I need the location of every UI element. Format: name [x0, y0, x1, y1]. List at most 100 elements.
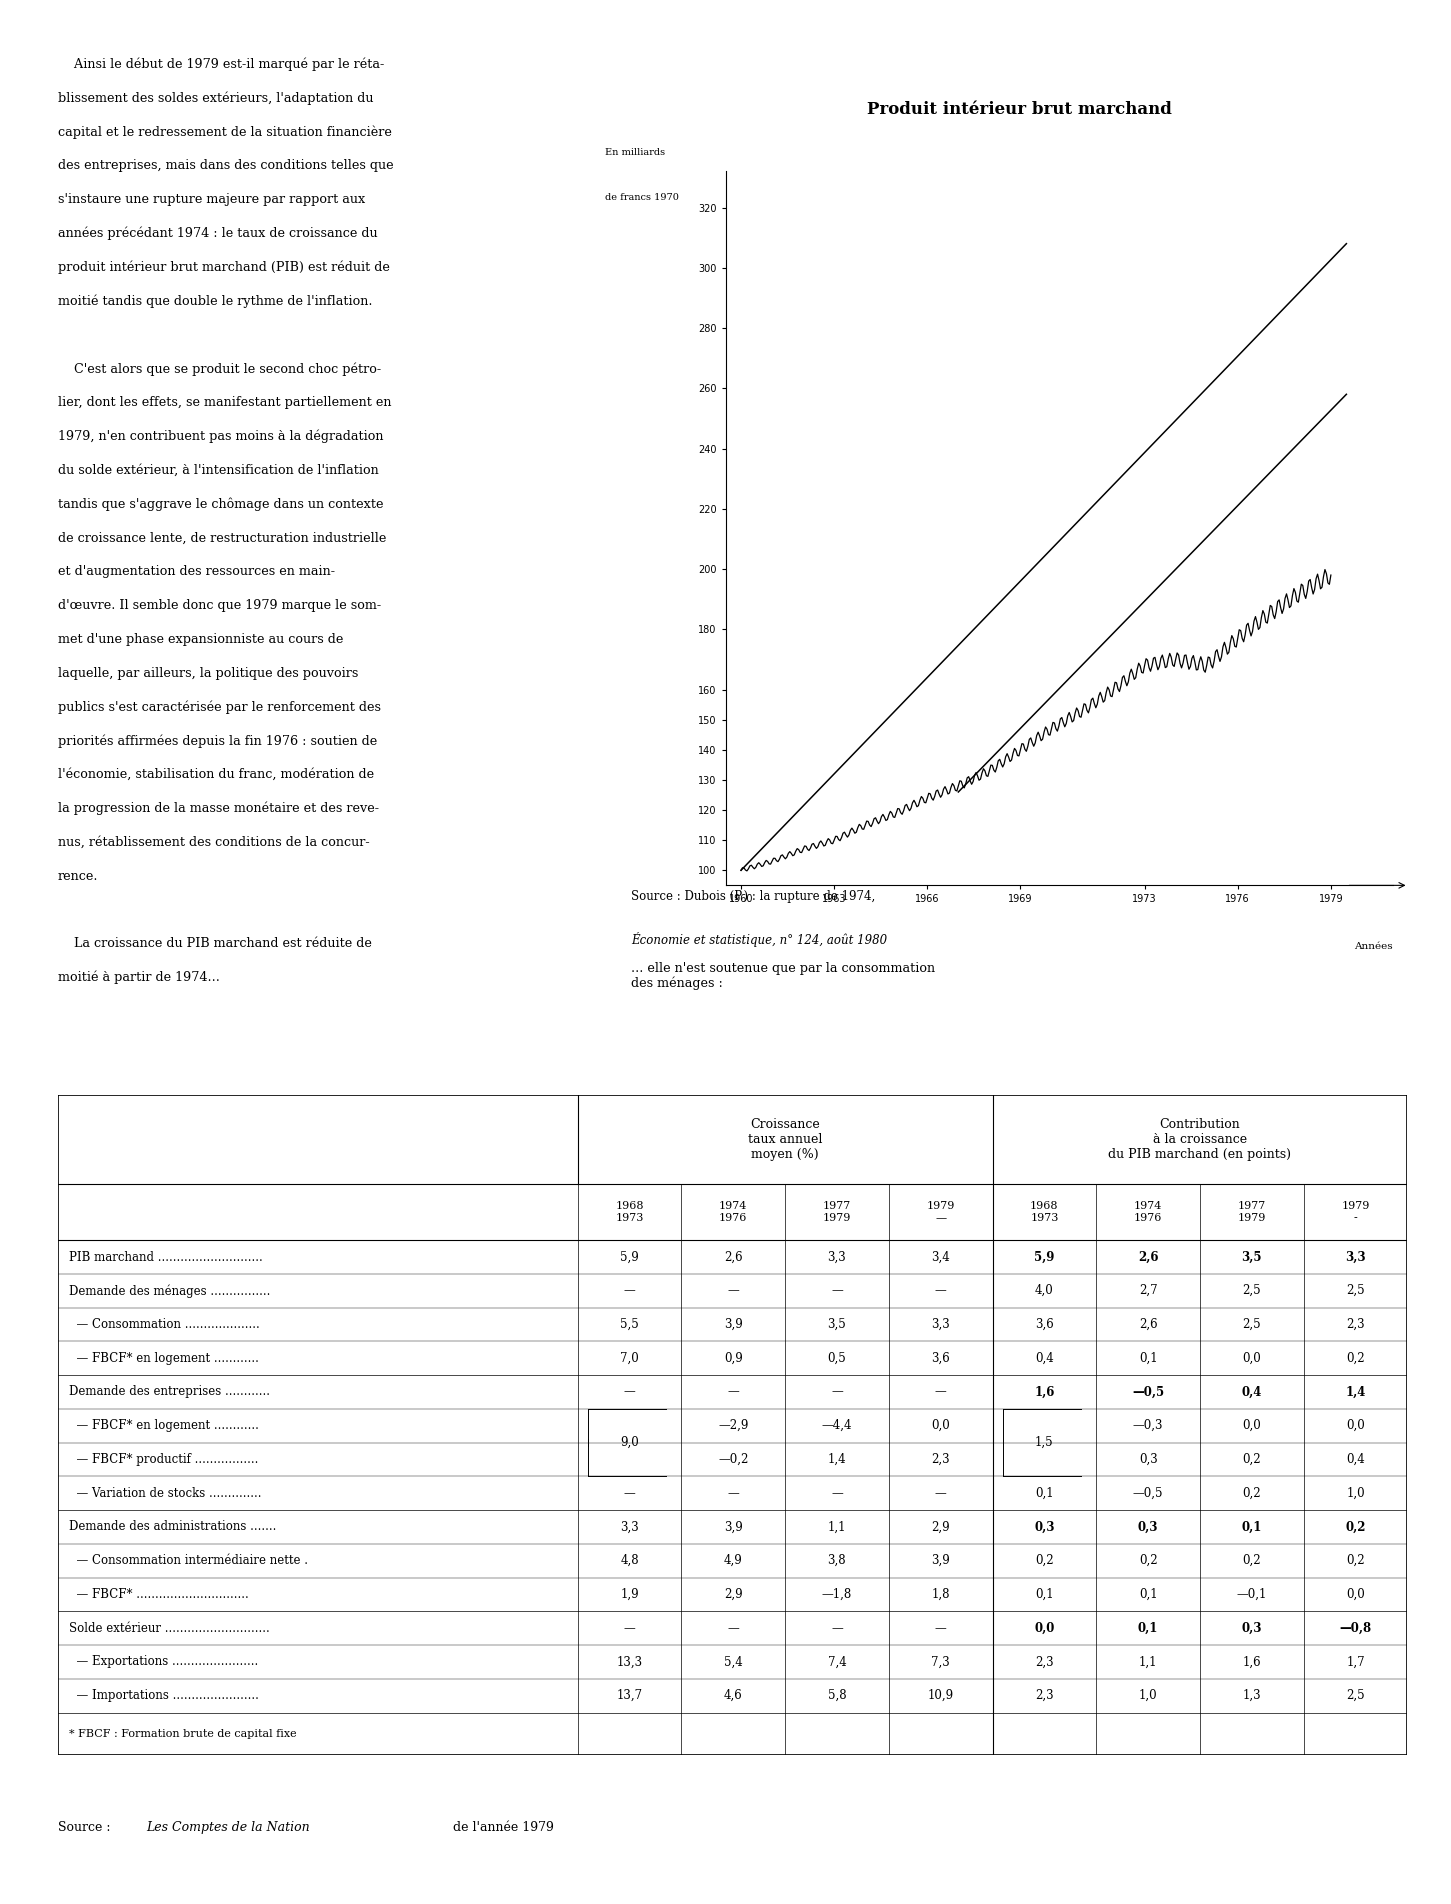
Text: capital et le redressement de la situation financière: capital et le redressement de la situati… — [58, 126, 392, 139]
Text: 2,5: 2,5 — [1242, 1318, 1261, 1331]
Text: Contribution
à la croissance
du PIB marchand (en points): Contribution à la croissance du PIB marc… — [1109, 1118, 1291, 1161]
Text: 2,6: 2,6 — [1139, 1318, 1158, 1331]
Text: —: — — [727, 1285, 739, 1297]
Text: — Consommation intermédiaire nette .: — Consommation intermédiaire nette . — [68, 1554, 308, 1567]
Text: —1,8: —1,8 — [821, 1588, 852, 1601]
Text: Solde extérieur ............................: Solde extérieur ........................… — [68, 1622, 270, 1636]
Text: de l'année 1979: de l'année 1979 — [450, 1822, 554, 1834]
Text: 3,4: 3,4 — [932, 1251, 950, 1264]
Text: —: — — [934, 1622, 946, 1636]
Text: —0,5: —0,5 — [1132, 1386, 1164, 1399]
Text: 4,8: 4,8 — [620, 1554, 638, 1567]
Text: publics s'est caractérisée par le renforcement des: publics s'est caractérisée par le renfor… — [58, 701, 382, 714]
Text: 1,0: 1,0 — [1139, 1689, 1158, 1702]
Text: Années: Années — [1354, 942, 1393, 952]
Text: et d'augmentation des ressources en main-: et d'augmentation des ressources en main… — [58, 565, 335, 579]
Text: 0,3: 0,3 — [1035, 1521, 1055, 1533]
Text: 1,6: 1,6 — [1242, 1655, 1261, 1668]
Text: —0,2: —0,2 — [718, 1453, 749, 1466]
Text: — Exportations .......................: — Exportations ....................... — [68, 1655, 258, 1668]
Text: 0,2: 0,2 — [1347, 1352, 1365, 1365]
Text: 4,0: 4,0 — [1035, 1285, 1053, 1297]
Text: —0,8: —0,8 — [1339, 1622, 1371, 1636]
Text: Les Comptes de la Nation: Les Comptes de la Nation — [145, 1822, 309, 1834]
Text: 3,9: 3,9 — [724, 1521, 743, 1533]
Text: En milliards: En milliards — [605, 149, 666, 158]
Text: 13,3: 13,3 — [617, 1655, 643, 1668]
Text: 1977
1979: 1977 1979 — [823, 1201, 852, 1222]
Text: 2,3: 2,3 — [932, 1453, 950, 1466]
Text: blissement des soldes extérieurs, l'adaptation du: blissement des soldes extérieurs, l'adap… — [58, 91, 373, 105]
Text: 0,5: 0,5 — [827, 1352, 846, 1365]
Text: 2,3: 2,3 — [1035, 1689, 1053, 1702]
Text: —: — — [624, 1622, 636, 1636]
Text: 0,2: 0,2 — [1242, 1554, 1261, 1567]
Text: 4,9: 4,9 — [724, 1554, 743, 1567]
Text: 0,1: 0,1 — [1139, 1352, 1158, 1365]
Text: Produit intérieur brut marchand: Produit intérieur brut marchand — [866, 101, 1172, 118]
Text: 0,0: 0,0 — [1242, 1352, 1261, 1365]
Text: 0,2: 0,2 — [1139, 1554, 1158, 1567]
Text: 0,0: 0,0 — [1347, 1588, 1365, 1601]
Text: 0,2: 0,2 — [1242, 1487, 1261, 1500]
Text: —: — — [624, 1285, 636, 1297]
Text: Économie et statistique, n° 124, août 1980: Économie et statistique, n° 124, août 19… — [631, 933, 888, 948]
Text: —: — — [727, 1622, 739, 1636]
Text: d'œuvre. Il semble donc que 1979 marque le som-: d'œuvre. Il semble donc que 1979 marque … — [58, 600, 382, 611]
Text: * FBCF : Formation brute de capital fixe: * FBCF : Formation brute de capital fixe — [68, 1729, 296, 1738]
Text: 3,5: 3,5 — [1242, 1251, 1262, 1264]
Text: —: — — [831, 1622, 843, 1636]
Text: 0,0: 0,0 — [1242, 1418, 1261, 1432]
Text: PIB marchand ............................: PIB marchand ...........................… — [68, 1251, 263, 1264]
Text: 1,8: 1,8 — [932, 1588, 950, 1601]
Text: 1979
—: 1979 — — [927, 1201, 955, 1222]
Text: 0,1: 0,1 — [1035, 1487, 1053, 1500]
Text: 3,6: 3,6 — [932, 1352, 950, 1365]
Text: 3,3: 3,3 — [932, 1318, 950, 1331]
Text: Demande des administrations .......: Demande des administrations ....... — [68, 1521, 276, 1533]
Text: 1968
1973: 1968 1973 — [615, 1201, 644, 1222]
Text: —: — — [831, 1487, 843, 1500]
Text: 0,0: 0,0 — [932, 1418, 950, 1432]
Text: 13,7: 13,7 — [617, 1689, 643, 1702]
Text: 1,4: 1,4 — [1345, 1386, 1365, 1399]
Text: —: — — [624, 1487, 636, 1500]
Text: 2,3: 2,3 — [1035, 1655, 1053, 1668]
Text: 3,9: 3,9 — [724, 1318, 743, 1331]
Text: — FBCF* productif .................: — FBCF* productif ................. — [68, 1453, 258, 1466]
Text: 2,5: 2,5 — [1347, 1689, 1365, 1702]
Text: 3,5: 3,5 — [827, 1318, 846, 1331]
Text: —: — — [831, 1386, 843, 1399]
Text: 0,2: 0,2 — [1242, 1453, 1261, 1466]
Text: — Variation de stocks ..............: — Variation de stocks .............. — [68, 1487, 261, 1500]
Text: 0,0: 0,0 — [1035, 1622, 1055, 1636]
Text: — Importations .......................: — Importations ....................... — [68, 1689, 258, 1702]
Text: l'économie, stabilisation du franc, modération de: l'économie, stabilisation du franc, modé… — [58, 767, 374, 781]
Text: 2,5: 2,5 — [1242, 1285, 1261, 1297]
Text: met d'une phase expansionniste au cours de: met d'une phase expansionniste au cours … — [58, 632, 344, 645]
Text: 1,0: 1,0 — [1347, 1487, 1365, 1500]
Text: Source : Dubois (P.) : la rupture de 1974,: Source : Dubois (P.) : la rupture de 197… — [631, 889, 875, 902]
Text: 2,7: 2,7 — [1139, 1285, 1158, 1297]
Text: 0,4: 0,4 — [1035, 1352, 1053, 1365]
Text: 1,3: 1,3 — [1242, 1689, 1261, 1702]
Text: 1,5: 1,5 — [1035, 1436, 1053, 1449]
Text: 0,1: 0,1 — [1035, 1588, 1053, 1601]
Text: 1974
1976: 1974 1976 — [1133, 1201, 1162, 1222]
Text: 7,0: 7,0 — [620, 1352, 638, 1365]
Text: priorités affirmées depuis la fin 1976 : soutien de: priorités affirmées depuis la fin 1976 :… — [58, 735, 377, 748]
Text: —: — — [624, 1386, 636, 1399]
Text: 2,6: 2,6 — [1138, 1251, 1158, 1264]
Text: produit intérieur brut marchand (PIB) est réduit de: produit intérieur brut marchand (PIB) es… — [58, 261, 390, 274]
Text: —4,4: —4,4 — [821, 1418, 852, 1432]
Text: 5,9: 5,9 — [1035, 1251, 1055, 1264]
Text: —: — — [831, 1285, 843, 1297]
Text: —2,9: —2,9 — [718, 1418, 749, 1432]
Text: Ainsi le début de 1979 est-il marqué par le réta-: Ainsi le début de 1979 est-il marqué par… — [58, 57, 385, 70]
Text: s'instaure une rupture majeure par rapport aux: s'instaure une rupture majeure par rappo… — [58, 192, 366, 206]
Text: —: — — [934, 1386, 946, 1399]
Text: 0,1: 0,1 — [1138, 1622, 1158, 1636]
Text: —0,3: —0,3 — [1133, 1418, 1164, 1432]
Text: 2,6: 2,6 — [724, 1251, 743, 1264]
Text: 3,3: 3,3 — [620, 1521, 638, 1533]
